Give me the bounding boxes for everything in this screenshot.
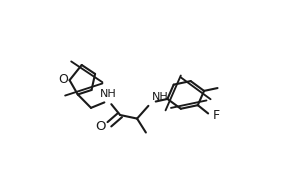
Text: O: O [58, 73, 68, 86]
Text: NH: NH [100, 89, 117, 99]
Text: O: O [95, 120, 106, 133]
Text: F: F [213, 109, 220, 122]
Text: NH: NH [152, 92, 169, 102]
